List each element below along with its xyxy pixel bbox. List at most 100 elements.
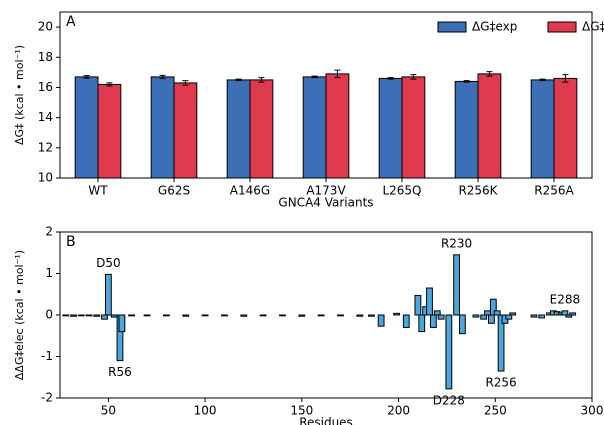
bar xyxy=(530,314,538,318)
bar xyxy=(414,294,422,316)
bar xyxy=(472,314,480,318)
y-tick-label: 14 xyxy=(38,110,53,124)
error-bar xyxy=(387,77,394,80)
bar xyxy=(70,314,77,317)
x-tick-label: 200 xyxy=(387,404,410,418)
x-tick-label: WT xyxy=(88,184,108,198)
error-bar xyxy=(182,80,189,86)
x-tick-label: R256A xyxy=(534,184,574,198)
bar xyxy=(437,314,445,320)
x-axis-label: GNCA4 Variants xyxy=(278,196,373,210)
bar xyxy=(426,287,433,316)
bar xyxy=(480,314,488,320)
error-bar xyxy=(463,80,470,83)
bar xyxy=(259,314,267,317)
bar xyxy=(337,314,344,317)
bar xyxy=(221,314,228,317)
bar xyxy=(569,312,577,316)
bar xyxy=(101,314,108,320)
bar xyxy=(62,314,70,317)
x-tick-label: 50 xyxy=(101,404,116,418)
bar-label: R256 xyxy=(485,376,516,390)
bar xyxy=(298,314,306,317)
y-axis-label: ΔG‡ (kcal • mol⁻¹) xyxy=(13,45,26,145)
x-tick-label: 300 xyxy=(581,404,604,418)
bar xyxy=(488,314,495,324)
bar xyxy=(317,314,325,317)
x-tick-label: 100 xyxy=(194,404,217,418)
bar xyxy=(201,314,209,317)
bar xyxy=(538,314,546,319)
x-tick-label: R256K xyxy=(458,184,498,198)
bar xyxy=(402,314,410,328)
x-tick-label: 250 xyxy=(484,404,507,418)
x-tick-label: A146G xyxy=(230,184,270,198)
bar xyxy=(429,314,437,328)
panel-label: B xyxy=(66,234,76,250)
bar xyxy=(325,73,350,179)
error-bar xyxy=(334,69,341,79)
y-tick-label: -1 xyxy=(41,349,53,363)
bar xyxy=(162,314,170,317)
bar xyxy=(128,314,135,317)
bar xyxy=(377,314,385,327)
x-tick-label: A173V xyxy=(306,184,346,198)
error-bar xyxy=(159,74,166,79)
bar xyxy=(356,314,364,317)
bar xyxy=(85,314,93,317)
x-tick-label: 150 xyxy=(290,404,313,418)
bar xyxy=(279,314,286,317)
bar xyxy=(173,82,198,179)
bar xyxy=(240,314,248,317)
x-tick-label: G62S xyxy=(158,184,190,198)
bar-label: R56 xyxy=(108,365,132,379)
bar xyxy=(143,314,151,317)
error-bar xyxy=(539,78,546,82)
legend-swatch xyxy=(437,21,467,33)
bar-label: E288 xyxy=(550,292,581,306)
bar xyxy=(249,79,274,179)
legend-label: ΔG‡calc xyxy=(582,20,604,34)
legend-swatch xyxy=(547,21,577,33)
bar xyxy=(458,314,466,335)
y-tick-label: 18 xyxy=(38,50,53,64)
bar xyxy=(104,273,112,316)
bar xyxy=(393,312,401,316)
bar xyxy=(565,314,573,318)
bar xyxy=(150,76,175,179)
bar xyxy=(118,314,126,333)
panel-label: A xyxy=(66,14,76,30)
bar xyxy=(509,312,517,316)
error-bar xyxy=(410,74,417,80)
error-bar xyxy=(311,75,318,79)
y-axis-label: ΔΔG‡elec (kcal • mol⁻¹) xyxy=(13,250,26,380)
error-bar xyxy=(83,75,90,79)
bar xyxy=(561,310,569,316)
bar xyxy=(418,314,426,333)
y-tick-label: -2 xyxy=(41,391,53,405)
y-tick-label: 2 xyxy=(45,225,53,239)
bar xyxy=(453,254,460,316)
bar xyxy=(433,310,441,316)
bar xyxy=(553,77,578,179)
bar xyxy=(77,314,85,317)
bar xyxy=(497,314,505,372)
bar xyxy=(302,76,327,179)
bar xyxy=(401,76,426,179)
y-tick-label: 10 xyxy=(38,171,53,185)
bar xyxy=(93,314,101,317)
bar xyxy=(454,80,479,179)
bar xyxy=(505,314,513,320)
bar xyxy=(477,73,502,179)
bar xyxy=(74,76,99,179)
error-bar xyxy=(486,71,493,77)
bar xyxy=(445,314,453,390)
y-tick-label: 1 xyxy=(45,266,53,280)
y-tick-label: 20 xyxy=(38,20,53,34)
error-bar xyxy=(235,78,242,82)
error-bar xyxy=(258,77,265,83)
y-tick-label: 0 xyxy=(45,308,53,322)
bar xyxy=(110,314,118,318)
bar-label: R230 xyxy=(441,236,472,250)
